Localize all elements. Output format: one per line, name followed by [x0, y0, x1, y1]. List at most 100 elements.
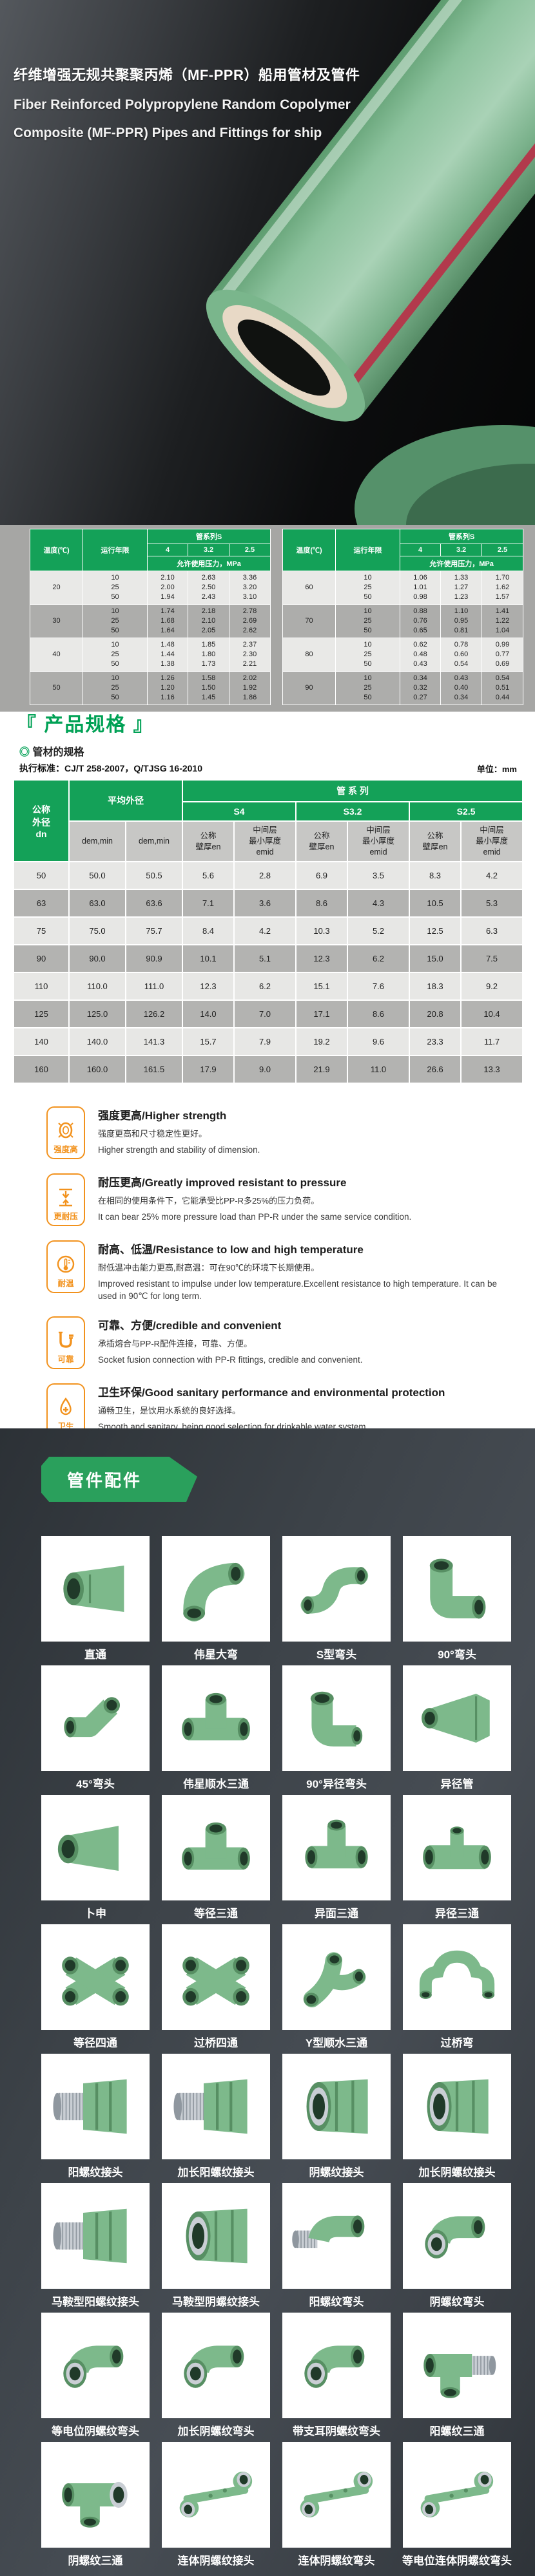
cell-value: 5.2: [347, 916, 410, 945]
col-header-series-value: 4: [147, 544, 188, 556]
fittings-section: 管件配件 直通 伟星大弯 S型弯头 90°弯头 45°弯头 伟星顺水三通 90°异径弯头 异径…: [0, 1428, 535, 2576]
feature-icon-label: 耐温: [57, 1279, 74, 1288]
cell-value: 15.0: [409, 944, 462, 973]
pressure-table-body: 60 10 25 50 1.06 1.01 0.98 1.33 1.27 1.23 1.…: [282, 571, 524, 705]
cell-value: 63: [13, 889, 70, 918]
cell-value: 126.2: [125, 999, 183, 1028]
cell-value: 6.9: [295, 861, 348, 890]
cross-fitting-icon: [41, 1924, 150, 2030]
pressure-table-head: 温度(℃) 运行年限 管系列S 4 3.2 2.5 允许使用压力，MPa: [30, 529, 271, 571]
male-fitting-icon: [41, 2054, 150, 2159]
cell-value: 8.6: [295, 889, 348, 918]
red-stripe: [337, 0, 535, 401]
feature-desc-en: Higher strength and stability of dimensi…: [98, 1145, 260, 1155]
cell-temp: 60: [282, 571, 336, 605]
cell-years: 10 25 50: [335, 671, 400, 705]
feature-title: 耐高、低温/Resistance to low and high tempera…: [98, 1244, 364, 1256]
pressure-tables-band: 温度(℃) 运行年限 管系列S 4 3.2 2.5 允许使用压力，MPa 20 10 25 50…: [0, 525, 535, 712]
cell-value: 7.5: [460, 944, 523, 973]
fitting-item: 阴螺纹弯头: [403, 2183, 511, 2313]
feature-text: 耐高、低温/Resistance to low and high tempera…: [98, 1240, 498, 1302]
cell-pressure: 0.88 0.76 0.65: [400, 604, 441, 638]
pressure-table-left: 温度(℃) 运行年限 管系列S 4 3.2 2.5 允许使用压力，MPa 20 10 25 50…: [30, 529, 271, 705]
fitting-label: 阴螺纹接头: [309, 2166, 364, 2179]
feature-text: 可靠、方便/credible and convenient 承插熔合与PP-R配件…: [98, 1316, 362, 1366]
cell-value: 11.7: [460, 1027, 523, 1056]
cell-value: 160.0: [68, 1055, 126, 1084]
fitting-item: 马鞍型阴螺纹接头: [162, 2183, 270, 2313]
cell-value: 12.5: [409, 916, 462, 945]
cell-value: 90: [13, 944, 70, 973]
cell-years: 10 25 50: [83, 571, 148, 605]
cell-value: 9.0: [233, 1055, 297, 1084]
col-header-series: S4: [182, 801, 297, 822]
cell-value: 12.3: [295, 944, 348, 973]
cell-pressure: 1.41 1.22 1.04: [481, 604, 524, 638]
fitting-label: 45°弯头: [76, 1778, 115, 1790]
cell-years: 10 25 50: [335, 638, 400, 672]
cell-value: 2.8: [233, 861, 297, 890]
table-row: 160 160.0 161.5 17.9 9.0 21.9 11.0 26.6 13.3: [13, 1055, 523, 1084]
hero-banner: 纤维增强无规共聚聚丙烯（MF-PPR）船用管材及管件 Fiber Reinfor…: [0, 0, 535, 525]
cell-value: 63.6: [125, 889, 183, 918]
fitting-label: 伟星大弯: [194, 1649, 238, 1661]
female-elbow-fitting-icon: [403, 2183, 511, 2289]
twin-fitting-icon: [282, 2442, 391, 2548]
pipe-spec-table: 公称 外径 dn 平均外径管 系 列 S4 S3.2 S2.5 dem,min dem,mi…: [13, 779, 523, 1084]
twin-fitting-icon: [403, 2442, 511, 2548]
corner-tee-fitting-icon: [282, 1795, 391, 1900]
col-header-dem: dem,min: [68, 820, 126, 862]
cell-value: 10.3: [295, 916, 348, 945]
elbow-fitting-icon: [403, 1536, 511, 1642]
fitting-label: 加长阴螺纹弯头: [177, 2425, 255, 2438]
table-row: 90 10 25 50 0.34 0.32 0.27 0.43 0.40 0.34 0.…: [282, 671, 524, 705]
fitting-item: 阳螺纹接头: [41, 2054, 150, 2183]
cell-pressure: 1.06 1.01 0.98: [400, 571, 441, 605]
cell-pressure: 0.43 0.40 0.34: [440, 671, 482, 705]
cell-years: 10 25 50: [83, 638, 148, 672]
fitting-item: 阴螺纹三通: [41, 2442, 150, 2571]
cell-value: 125.0: [68, 999, 126, 1028]
fitting-item: 马鞍型阳螺纹接头: [41, 2183, 150, 2313]
reducing-elbow-fitting-icon: [282, 1665, 391, 1771]
col-header-years: 运行年限: [83, 529, 148, 571]
fitting-label: 马鞍型阳螺纹接头: [52, 2296, 139, 2308]
fitting-item: 卜申: [41, 1795, 150, 1924]
fitting-label: 过桥四通: [194, 2037, 238, 2049]
col-header-series: S3.2: [295, 801, 410, 822]
fitting-item: 伟星顺水三通: [162, 1665, 270, 1795]
col-header-series: 管系列S: [146, 529, 271, 544]
cell-value: 10.4: [460, 999, 523, 1028]
col-header-mid-layer: 中间层 最小厚度 emid: [460, 820, 523, 862]
cell-value: 140: [13, 1027, 70, 1056]
table-row: 140 140.0 141.3 15.7 7.9 19.2 9.6 23.3 11.7: [13, 1027, 523, 1056]
female-fitting-icon: [162, 2183, 270, 2289]
cell-value: 7.0: [233, 999, 297, 1028]
pipe-body: [206, 0, 535, 422]
table-row: 110 110.0 111.0 12.3 6.2 15.1 7.6 18.3 9.2: [13, 972, 523, 1001]
col-header-series: S2.5: [409, 801, 523, 822]
cell-temp: 50: [30, 671, 83, 705]
cell-pressure: 0.34 0.32 0.27: [400, 671, 441, 705]
cell-pressure: 0.54 0.51 0.44: [481, 671, 524, 705]
green-pipe-photo: [206, 0, 535, 525]
fitting-item: 过桥四通: [162, 1924, 270, 2054]
cell-value: 5.3: [460, 889, 523, 918]
feature-item: 耐温 耐高、低温/Resistance to low and high tempe…: [46, 1240, 498, 1302]
col-header-series-value: 2.5: [228, 544, 271, 556]
cell-value: 4.2: [460, 861, 523, 890]
cell-value: 3.5: [347, 861, 410, 890]
fitting-item: 直通: [41, 1536, 150, 1665]
cell-pressure: 1.48 1.44 1.38: [147, 638, 188, 672]
pressure-table-body: 20 10 25 50 2.10 2.00 1.94 2.63 2.50 2.43 3.…: [30, 571, 271, 705]
feature-desc-en: It can bear 25% more pressure load than …: [98, 1212, 412, 1222]
ring-bullet-icon: ◎: [19, 747, 30, 758]
page-title-en-line1: Fiber Reinforced Polypropylene Random Co…: [14, 97, 351, 112]
col-header-series-value: 2.5: [481, 544, 524, 556]
coupling-fitting-icon: [41, 1536, 150, 1642]
col-header-dn: 公称 外径 dn: [13, 779, 70, 862]
fitting-item: 90°异径弯头: [282, 1665, 391, 1795]
col-header-mid-layer: 中间层 最小厚度 emid: [233, 820, 297, 862]
cell-value: 9.6: [347, 1027, 410, 1056]
cell-value: 50: [13, 861, 70, 890]
